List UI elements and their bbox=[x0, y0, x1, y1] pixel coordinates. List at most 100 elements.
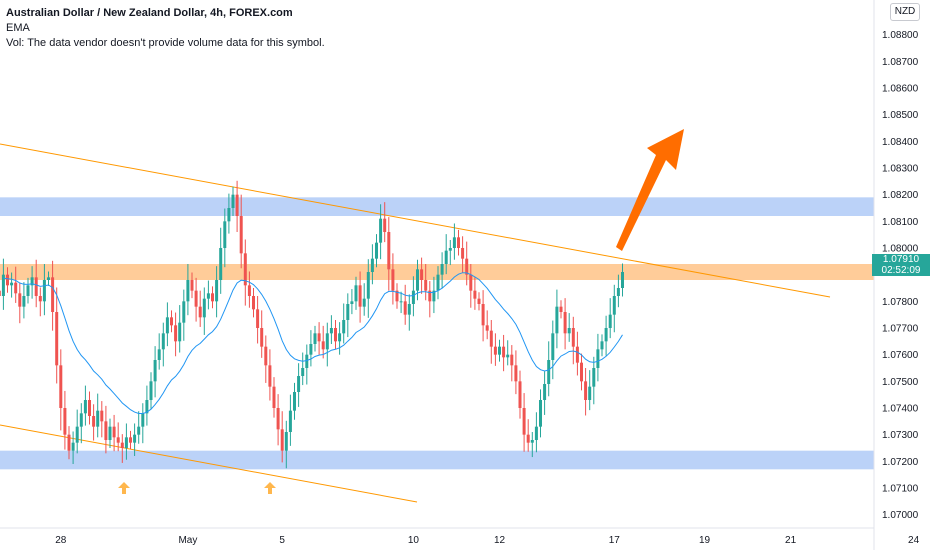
candle bbox=[256, 296, 260, 344]
candle-body bbox=[309, 344, 313, 355]
candle bbox=[235, 180, 239, 232]
time-tick-label: May bbox=[178, 535, 197, 546]
candle bbox=[313, 325, 317, 352]
candle bbox=[424, 264, 428, 301]
candle bbox=[477, 292, 481, 311]
candle bbox=[383, 202, 387, 243]
candle bbox=[461, 236, 465, 273]
candle-body bbox=[231, 194, 235, 208]
key-level-zone bbox=[0, 264, 874, 280]
candle bbox=[63, 390, 67, 450]
price-tick-label: 1.07200 bbox=[882, 457, 919, 468]
price-tick-label: 1.07700 bbox=[882, 324, 919, 335]
candle bbox=[100, 401, 104, 438]
candle bbox=[153, 346, 157, 398]
candle-body bbox=[239, 216, 243, 254]
volume-note: Vol: The data vendor doesn't provide vol… bbox=[6, 37, 325, 49]
candle-body bbox=[399, 301, 403, 303]
candle-body bbox=[83, 400, 87, 414]
candle-body bbox=[42, 280, 46, 302]
candle-body bbox=[157, 349, 161, 360]
candle-body bbox=[325, 333, 329, 350]
candle bbox=[186, 264, 190, 316]
candle bbox=[534, 412, 538, 453]
candle-body bbox=[588, 386, 592, 400]
currency-button[interactable]: NZD bbox=[890, 3, 920, 21]
candle bbox=[342, 303, 346, 344]
candle bbox=[329, 315, 333, 344]
candle bbox=[555, 289, 559, 349]
candle bbox=[317, 322, 321, 355]
candle-body bbox=[522, 408, 526, 435]
candle-body bbox=[247, 285, 251, 296]
candle bbox=[539, 389, 542, 438]
candle bbox=[567, 313, 571, 342]
candle-body bbox=[530, 440, 534, 443]
candle-body bbox=[436, 274, 440, 291]
candle bbox=[309, 330, 313, 367]
candle-body bbox=[288, 410, 292, 432]
ema-indicator-label[interactable]: EMA bbox=[6, 22, 30, 34]
candle-body bbox=[366, 272, 370, 299]
candle bbox=[14, 266, 18, 303]
price-tick-label: 1.08000 bbox=[882, 244, 919, 255]
candle-body bbox=[219, 248, 223, 280]
candle-body bbox=[0, 290, 1, 296]
candle-body bbox=[502, 346, 506, 358]
price-tick-label: 1.07300 bbox=[882, 430, 919, 441]
candle-body bbox=[264, 346, 268, 366]
time-tick-label: 24 bbox=[908, 535, 920, 546]
candle bbox=[194, 277, 198, 322]
candle bbox=[395, 283, 399, 309]
candle-body bbox=[616, 288, 620, 296]
candle bbox=[243, 239, 247, 306]
candle bbox=[530, 432, 534, 458]
candle-body bbox=[227, 208, 231, 222]
candle-body bbox=[571, 328, 575, 347]
candle-body bbox=[206, 293, 210, 299]
candle-body bbox=[555, 306, 559, 334]
candle-body bbox=[100, 410, 104, 422]
candle bbox=[354, 276, 358, 310]
candle bbox=[612, 284, 616, 333]
candle bbox=[272, 377, 276, 418]
candle-body bbox=[145, 400, 149, 414]
candle-body bbox=[133, 434, 137, 443]
candle bbox=[358, 271, 362, 323]
candle bbox=[129, 430, 132, 450]
candle bbox=[38, 287, 42, 317]
time-tick-label: 21 bbox=[785, 535, 797, 546]
candle-body bbox=[38, 296, 42, 302]
candle bbox=[592, 356, 596, 405]
candle-body bbox=[55, 312, 59, 366]
candle-body bbox=[153, 360, 157, 382]
symbol-title[interactable]: Australian Dollar / New Zealand Dollar, … bbox=[6, 7, 293, 19]
candle bbox=[92, 404, 96, 441]
candle-body bbox=[190, 280, 194, 291]
candle-body bbox=[489, 330, 493, 347]
candle bbox=[334, 320, 337, 350]
candle bbox=[293, 382, 296, 420]
candle bbox=[473, 277, 477, 310]
candle bbox=[215, 266, 219, 318]
candle-body bbox=[596, 349, 600, 368]
candle bbox=[411, 276, 415, 317]
candle-body bbox=[510, 354, 514, 366]
candle bbox=[108, 418, 112, 448]
candle-body bbox=[407, 304, 411, 315]
candle bbox=[182, 289, 186, 341]
candle-body bbox=[51, 277, 55, 312]
candle bbox=[444, 234, 448, 275]
candle bbox=[276, 394, 280, 446]
candle-body bbox=[75, 426, 79, 443]
candle bbox=[596, 333, 600, 382]
candle bbox=[469, 264, 473, 308]
candle-body bbox=[120, 442, 124, 448]
candle-body bbox=[473, 290, 477, 299]
up-arrow-marker bbox=[264, 482, 276, 494]
candle-body bbox=[79, 413, 83, 427]
candle-body bbox=[137, 426, 141, 435]
candle bbox=[481, 290, 485, 342]
candle-body bbox=[551, 333, 555, 360]
